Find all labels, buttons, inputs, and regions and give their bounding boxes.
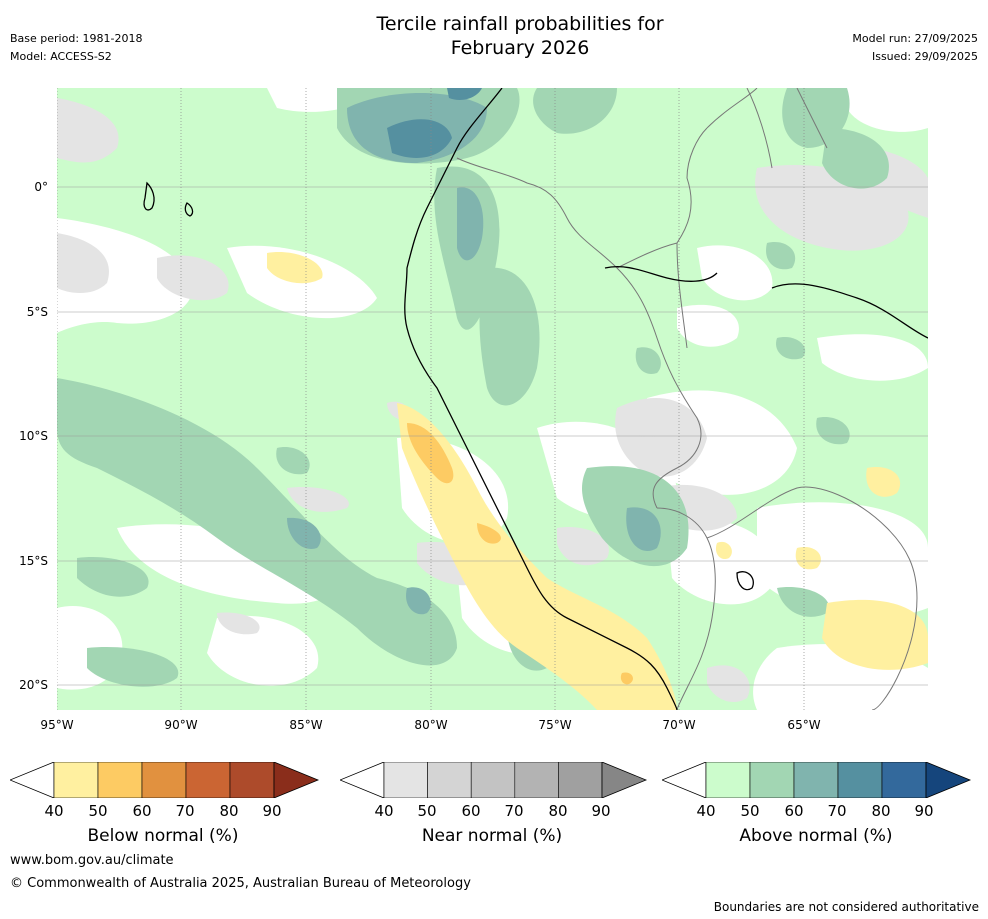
colorbar-segment [229,762,275,798]
colorbar-near-low-arrow [340,762,385,798]
colorbar-below-low-arrow [10,762,55,798]
meta-right: Model run: 27/09/2025 Issued: 29/09/2025 [852,30,978,66]
tick: 70 [827,802,847,820]
colorbar-segment [558,762,603,798]
probability-map [57,88,928,710]
colorbar-segment [514,762,559,798]
colorbar-segment [793,762,839,798]
lon-label-95w: 95°W [40,718,74,732]
below-normal-50-60 [407,423,633,685]
colorbar-below [10,762,320,798]
colorbar-segment [427,762,472,798]
lon-label-90w: 90°W [164,718,198,732]
colorbar-segment [749,762,795,798]
tick: 80 [871,802,891,820]
colorbar-above-segments [705,762,927,798]
footer-copyright: © Commonwealth of Australia 2025, Austra… [10,876,471,891]
base-period: Base period: 1981-2018 [10,32,143,45]
tick: 50 [88,802,108,820]
below-normal-40-50 [267,252,928,710]
tick: 40 [44,802,64,820]
tick: 80 [219,802,239,820]
coastline [143,88,928,710]
lon-label-85w: 85°W [289,718,323,732]
colorbar-segment [97,762,143,798]
country-borders [456,88,918,710]
colorbar-above-label: Above normal (%) [739,826,893,846]
colorbar-near-segments [383,762,603,798]
tick: 90 [591,802,611,820]
colorbar-segment [837,762,883,798]
colorbar-segment [705,762,751,798]
colorbar-segment [185,762,231,798]
tick: 50 [417,802,437,820]
meta-left: Base period: 1981-2018 Model: ACCESS-S2 [10,30,142,66]
model-run: Model run: 27/09/2025 [852,32,978,45]
tick: 70 [504,802,524,820]
model-name: Model: ACCESS-S2 [10,50,112,63]
above-normal-70-80 [387,88,482,158]
colorbar-segment [881,762,927,798]
title-line-2: February 2026 [450,37,590,59]
colorbar-above-low-arrow [662,762,707,798]
tick: 40 [374,802,394,820]
footer-disclaimer: Boundaries are not considered authoritat… [713,900,979,914]
tick: 60 [132,802,152,820]
tick: 90 [914,802,934,820]
colorbar-below-high-arrow [273,762,320,798]
colorbar-segment [53,762,99,798]
colorbar-above [662,762,972,798]
footer-url[interactable]: www.bom.gov.au/climate [10,853,174,868]
tick: 60 [784,802,804,820]
issued-date: Issued: 29/09/2025 [871,50,978,63]
colorbar-near-high-arrow [601,762,648,798]
colorbar-above-high-arrow [925,762,972,798]
colorbar-below-label: Below normal (%) [87,826,239,846]
colorbar-near-label: Near normal (%) [421,826,563,846]
colorbar-segment [470,762,516,798]
colorbar-segment [141,762,187,798]
title-line-1: Tercile rainfall probabilities for [376,13,664,35]
tick: 50 [740,802,760,820]
lon-label-65w: 65°W [787,718,821,732]
lon-label-75w: 75°W [538,718,572,732]
tick: 60 [461,802,481,820]
tick: 80 [548,802,568,820]
tick: 40 [696,802,716,820]
tick: 90 [262,802,282,820]
colorbar-near [340,762,648,798]
latitude-lines [57,186,928,686]
lat-label-0: 0° [34,180,48,194]
colorbar-below-segments [53,762,275,798]
lon-label-80w: 80°W [414,718,448,732]
lon-label-70w: 70°W [662,718,696,732]
lat-label-10s: 10°S [19,429,48,443]
map-svg [57,88,928,710]
chart-title: Tercile rainfall probabilities for Febru… [0,12,988,60]
lat-label-5s: 5°S [26,305,48,319]
colorbar-segment [383,762,428,798]
tick: 70 [175,802,195,820]
lat-label-20s: 20°S [19,678,48,692]
lat-label-15s: 15°S [19,554,48,568]
